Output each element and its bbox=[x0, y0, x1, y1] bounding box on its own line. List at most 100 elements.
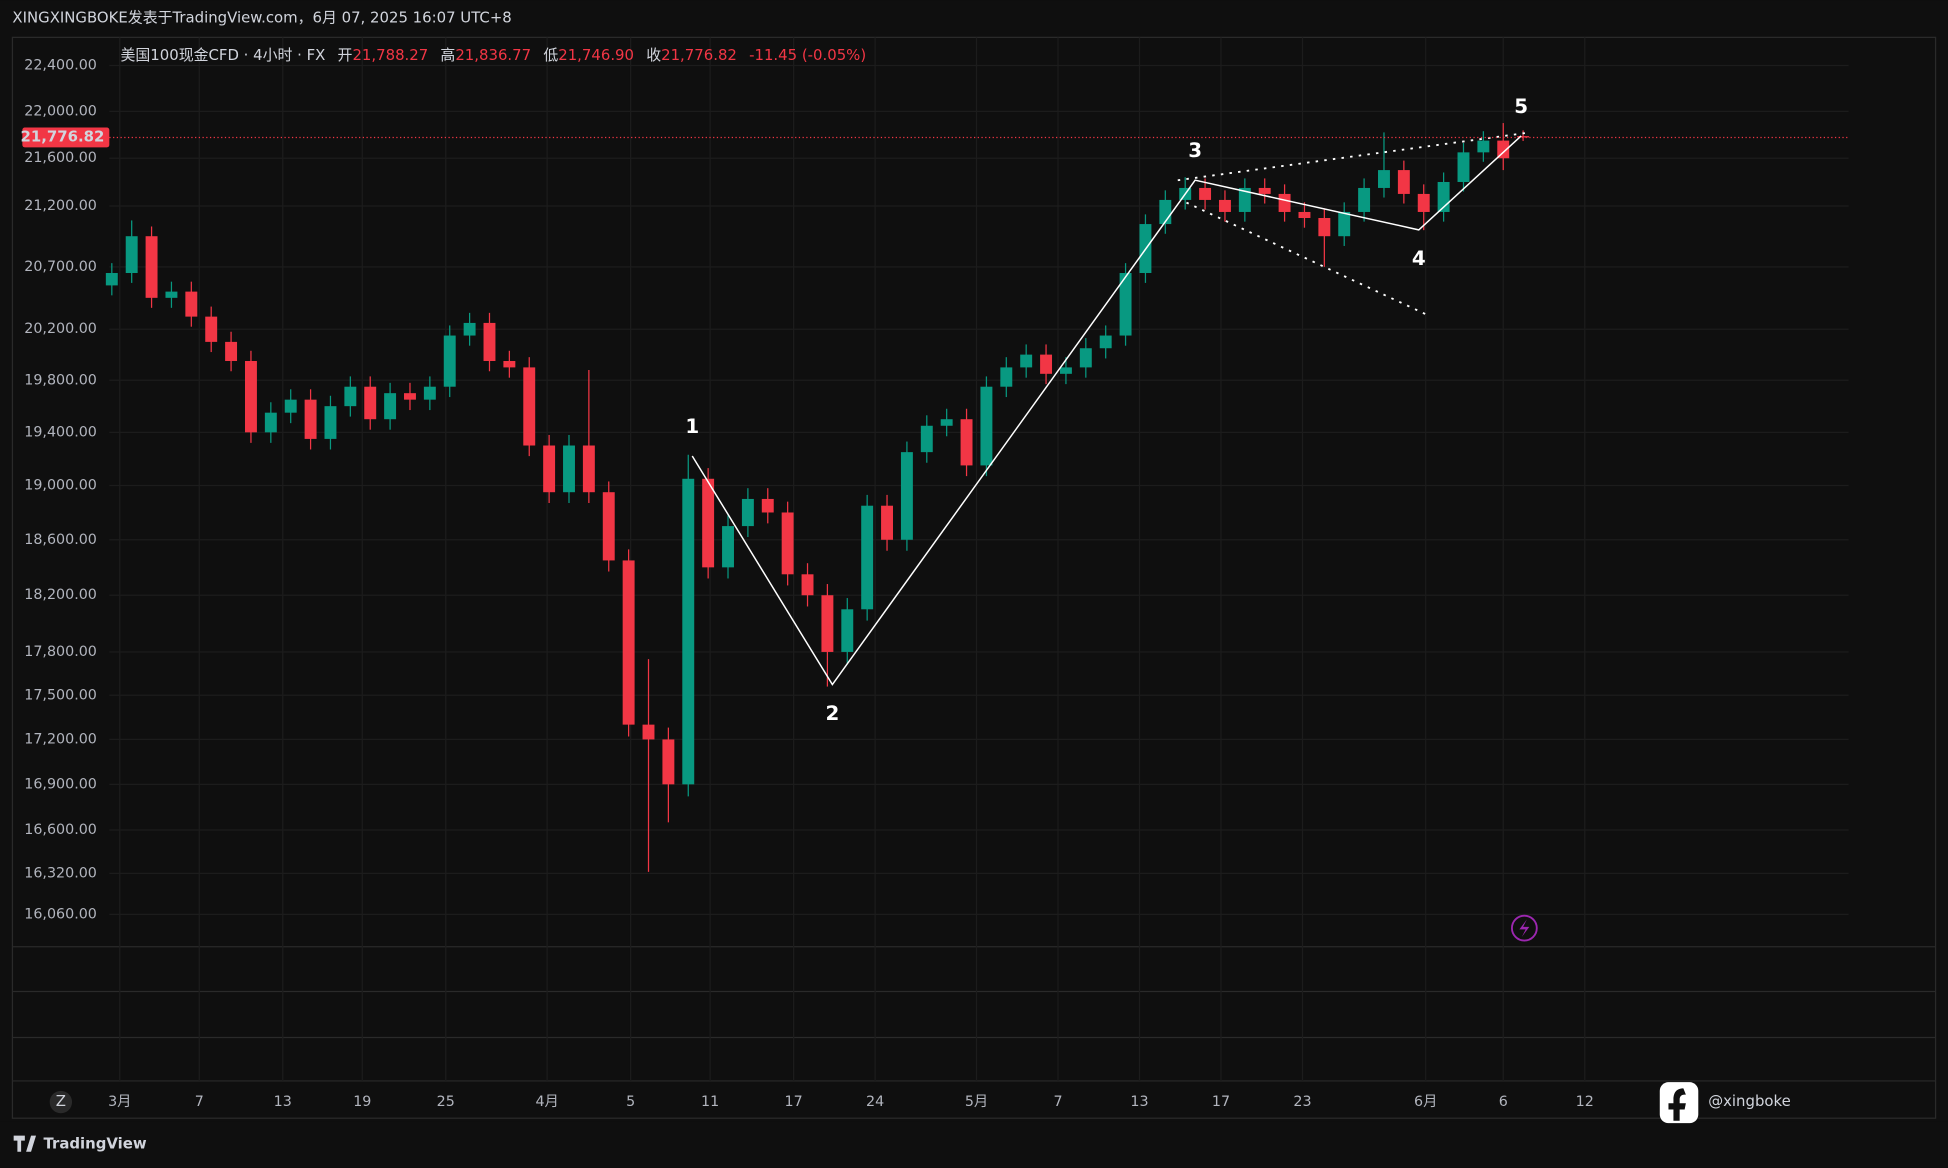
candle-body bbox=[761, 498, 774, 513]
x-tick-label: 13 bbox=[274, 1094, 292, 1110]
candle-body bbox=[881, 505, 893, 540]
legend-open: 21,788.27 bbox=[352, 46, 428, 64]
y-tick-label: 18,200.00 bbox=[24, 587, 97, 603]
candle-body bbox=[205, 316, 218, 342]
x-tick-label: 23 bbox=[1293, 1094, 1311, 1110]
candle-body bbox=[1218, 199, 1231, 212]
x-tick-label: 12 bbox=[1576, 1094, 1594, 1110]
candle-body bbox=[980, 386, 993, 466]
wave-label: 4 bbox=[1412, 247, 1426, 270]
last-price-label: 21,776.82 bbox=[21, 127, 105, 145]
y-tick-label: 21,200.00 bbox=[24, 198, 97, 214]
y-tick-label: 19,800.00 bbox=[24, 372, 97, 388]
candle-body bbox=[841, 609, 854, 652]
candle-body bbox=[1079, 348, 1092, 368]
y-tick-label: 16,900.00 bbox=[24, 776, 97, 792]
candle-body bbox=[642, 724, 655, 740]
publish-info: XINGXINGBOKE发表于TradingView.com，6月 07, 20… bbox=[12, 9, 511, 27]
legend: 美国100现金CFD · 4小时 · FX 开21,788.27 高21,836… bbox=[121, 46, 867, 64]
candle-body bbox=[324, 406, 337, 439]
x-tick-label: 11 bbox=[701, 1094, 719, 1110]
y-tick-label: 18,600.00 bbox=[24, 532, 97, 548]
candle-body bbox=[1059, 367, 1072, 374]
axis-button[interactable] bbox=[49, 1090, 73, 1114]
trendline-upper bbox=[1177, 132, 1526, 182]
last-price-box bbox=[22, 127, 110, 148]
candle-body bbox=[1159, 199, 1172, 225]
candle-body bbox=[105, 273, 118, 286]
candle-body bbox=[1358, 187, 1371, 212]
candle-body bbox=[1397, 170, 1410, 194]
candle-body bbox=[781, 512, 794, 575]
y-tick-label: 17,500.00 bbox=[24, 687, 97, 703]
y-tick-label: 22,400.00 bbox=[24, 57, 97, 73]
y-tick-label: 20,200.00 bbox=[24, 321, 97, 337]
candle-body bbox=[960, 419, 973, 466]
candle-body bbox=[682, 478, 695, 785]
footer-bar bbox=[0, 1121, 1948, 1168]
candle-body bbox=[503, 360, 516, 368]
alert-icon[interactable] bbox=[1511, 914, 1538, 942]
x-tick-label: 17 bbox=[1212, 1094, 1230, 1110]
candle-body bbox=[1318, 218, 1331, 237]
candle-body bbox=[304, 399, 317, 439]
wave-label: 5 bbox=[1514, 95, 1528, 118]
brand-logo bbox=[13, 1135, 37, 1152]
candle-body bbox=[483, 322, 496, 361]
x-tick-label: 24 bbox=[866, 1094, 884, 1110]
candle-body bbox=[543, 445, 556, 493]
grid bbox=[109, 37, 1849, 1081]
alert-icon-bolt bbox=[1519, 919, 1530, 937]
watermark-logo-mark bbox=[1668, 1088, 1686, 1121]
candle-body bbox=[264, 412, 277, 433]
y-tick-label: 22,000.00 bbox=[24, 103, 97, 119]
candle-body bbox=[940, 419, 953, 426]
candle-body bbox=[244, 360, 257, 433]
candle-body bbox=[185, 291, 198, 317]
candle-body bbox=[364, 386, 377, 420]
trendline-lower bbox=[1186, 201, 1427, 316]
candle-body bbox=[404, 393, 416, 400]
candle-body bbox=[622, 560, 635, 725]
watermark: @xingboke bbox=[1708, 1092, 1791, 1110]
y-tick-label: 16,060.00 bbox=[24, 906, 97, 922]
wave-line bbox=[691, 135, 1522, 686]
wave-label: 3 bbox=[1188, 139, 1202, 162]
candle-body bbox=[821, 595, 834, 652]
x-tick-label: 3月 bbox=[108, 1094, 131, 1110]
candle-body bbox=[1437, 181, 1450, 212]
x-tick-label: 7 bbox=[195, 1094, 204, 1110]
candle-body bbox=[801, 574, 814, 596]
candle-body bbox=[225, 341, 238, 361]
candle-body bbox=[722, 526, 734, 568]
candle-body bbox=[1199, 187, 1212, 200]
candle-body bbox=[1497, 140, 1510, 159]
candle-body bbox=[861, 505, 874, 610]
candle-body bbox=[1258, 187, 1271, 194]
candle-body bbox=[384, 393, 397, 420]
candle-body bbox=[1238, 187, 1251, 212]
y-tick-label: 17,800.00 bbox=[24, 644, 97, 660]
candle-body bbox=[125, 236, 138, 274]
candle-body bbox=[900, 452, 913, 540]
candle-body bbox=[145, 236, 158, 298]
x-tick-label: 4月 bbox=[535, 1094, 558, 1110]
overlay: 21,776.82 1 2 3 4 5 bbox=[21, 95, 1849, 725]
y-tick-label: 19,000.00 bbox=[24, 477, 97, 493]
candle-body bbox=[1119, 273, 1132, 336]
chart-frame bbox=[11, 36, 1937, 1119]
candle-body bbox=[741, 498, 754, 527]
wave-label: 2 bbox=[825, 702, 839, 725]
candle-body bbox=[523, 367, 536, 446]
candle-body bbox=[563, 445, 575, 493]
legend-symbol: 美国100现金CFD · 4小时 · FX bbox=[121, 46, 326, 64]
candle-body bbox=[443, 335, 456, 387]
x-tick-label: 17 bbox=[785, 1094, 803, 1110]
y-tick-label: 21,600.00 bbox=[24, 150, 97, 166]
y-tick-label: 19,400.00 bbox=[24, 424, 97, 440]
x-tick-label: 25 bbox=[437, 1094, 455, 1110]
wave-label: 1 bbox=[685, 415, 699, 438]
candle-body bbox=[1000, 367, 1013, 387]
